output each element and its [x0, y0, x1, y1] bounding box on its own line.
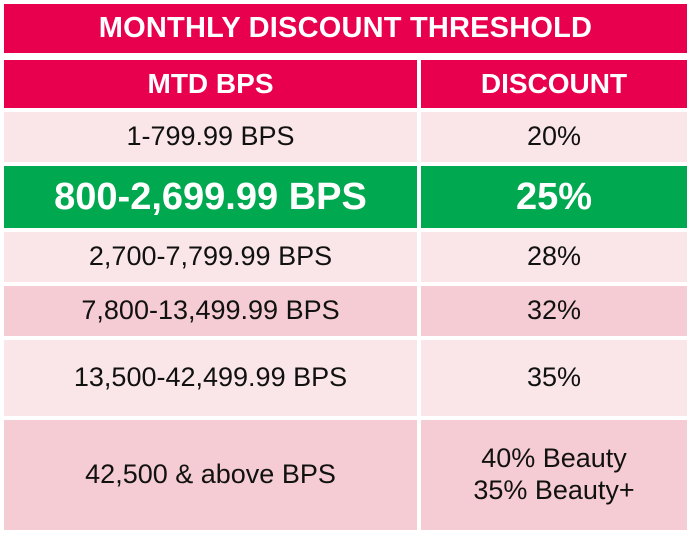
row-3-discount: 28% — [421, 232, 687, 282]
header-mtd-bps: MTD BPS — [4, 60, 417, 108]
row-1-discount: 20% — [421, 112, 687, 162]
row-3-bps: 2,700-7,799.99 BPS — [4, 232, 417, 282]
header-discount: DISCOUNT — [421, 60, 687, 108]
row-6-discount-line-2: 35% Beauty+ — [473, 475, 635, 505]
row-5-bps: 13,500-42,499.99 BPS — [4, 340, 417, 416]
row-2-discount-highlighted: 25% — [421, 166, 687, 228]
row-4-discount: 32% — [421, 286, 687, 336]
row-5-discount: 35% — [421, 340, 687, 416]
row-6-discount-line-1: 40% Beauty — [481, 443, 627, 474]
row-4-bps: 7,800-13,499.99 BPS — [4, 286, 417, 336]
row-2-bps-highlighted: 800-2,699.99 BPS — [4, 166, 417, 228]
row-1-bps: 1-799.99 BPS — [4, 112, 417, 162]
row-6-discount: 40% Beauty 35% Beauty+ — [421, 420, 687, 530]
table-title: MONTHLY DISCOUNT THRESHOLD — [4, 4, 687, 53]
row-6-bps: 42,500 & above BPS — [4, 420, 417, 530]
